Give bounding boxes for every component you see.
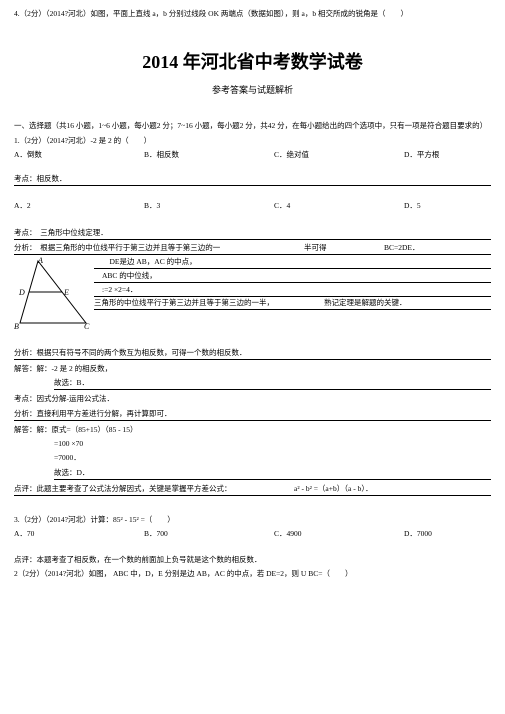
svg-text:A: A: [37, 256, 43, 265]
exam-title: 2014 年河北省中考数学试卷: [14, 49, 491, 76]
opt-b: B．700: [144, 528, 274, 539]
q1-options: A．倒数 B．相反数 C．绝对值 D．平方根: [14, 149, 491, 160]
step-3: :=2 ×2=4．: [94, 283, 491, 297]
question-1: 1.（2分）（2014?河北）-2 是 2 的（ ）: [14, 135, 491, 146]
analysis-mid: 半可得: [304, 242, 384, 253]
opt-d: D．7000: [404, 528, 484, 539]
comment-left: 点评：此题主要考查了公式法分解因式，关键是掌握平方差公式：: [14, 483, 294, 494]
question-3: 3.（2分）（2014?河北）计算：85² - 15² =（ ）: [14, 514, 491, 525]
solve-1: 解答：解：-2 是 2 的相反数，: [14, 363, 491, 374]
exam-subtitle: 参考答案与试题解析: [14, 84, 491, 98]
analysis-3: 分析：直接利用平方差进行分解，再计算即可．: [14, 408, 491, 421]
step-4-right: 熟记定理是解题的关键．: [324, 297, 407, 308]
analysis-right: BC=2DE．: [384, 242, 419, 253]
opt-a: A．70: [14, 528, 144, 539]
step-4-left: 三角形的中位线平行于第三边并且等于第三边的一半，: [94, 297, 324, 308]
choose-d: 故选：D．: [54, 467, 491, 480]
opt-d: D．5: [404, 200, 484, 211]
diagram-text: DE是边 AB，AC 的中点， ABC 的中位线， :=2 ×2=4． 三角形的…: [94, 255, 491, 331]
section-heading: 一、选择题（共16 小题，1~6 小题，每小题2 分；7~16 小题，每小题2 …: [14, 120, 491, 131]
svg-text:B: B: [14, 322, 19, 331]
analysis-left: 分析： 根据三角形的中位线平行于第三边并且等于第三边的一: [14, 242, 304, 253]
comment-row: 点评：此题主要考查了公式法分解因式，关键是掌握平方差公式： a² - b² =（…: [14, 483, 491, 496]
analysis-2: 分析：根据只有符号不同的两个数互为相反数，可得一个数的相反数．: [14, 347, 491, 360]
question-2: 2（2分）（2014?河北）如图， ABC 中，D，E 分别是边 AB，AC 的…: [14, 568, 491, 579]
analysis-row: 分析： 根据三角形的中位线平行于第三边并且等于第三边的一 半可得 BC=2DE．: [14, 242, 491, 254]
opt-a: A．倒数: [14, 149, 144, 160]
calc-1: =100 ×70: [54, 438, 491, 449]
diagram-area: A D E B C DE是边 AB，AC 的中点， ABC 的中位线， :=2 …: [14, 255, 491, 331]
opt-c: C．绝对值: [274, 149, 404, 160]
comment-2: 点评：本题考查了相反数，在一个数的前面加上负号就是这个数的相反数．: [14, 554, 491, 565]
opt-b: B．3: [144, 200, 274, 211]
q3-options: A．70 B．700 C．4900 D．7000: [14, 528, 491, 539]
step-2: ABC 的中位线，: [94, 269, 491, 283]
opt-c: C．4900: [274, 528, 404, 539]
comment-right: a² - b² =（a+b）（a - b）．: [294, 483, 373, 494]
opt-a: A．2: [14, 200, 144, 211]
choose-b: 故选：B．: [54, 377, 491, 390]
keypoint-3: 考点：因式分解-运用公式法．: [14, 393, 491, 404]
svg-text:C: C: [84, 322, 90, 331]
step-1: DE是边 AB，AC 的中点，: [94, 255, 491, 269]
opt-b: B．相反数: [144, 149, 274, 160]
calc-2: =7000．: [54, 452, 491, 463]
opt-c: C．4: [274, 200, 404, 211]
solve-2: 解答：解：原式=（85+15）（85 - 15）: [14, 424, 491, 435]
svg-text:E: E: [63, 288, 69, 297]
svg-text:D: D: [18, 288, 25, 297]
triangle-diagram: A D E B C: [14, 255, 94, 331]
keypoint-1: 考点：相反数．: [14, 173, 491, 186]
opt-d: D．平方根: [404, 149, 484, 160]
answer-options: A．2 B．3 C．4 D．5: [14, 200, 491, 211]
question-4: 4.（2分）（2014?河北）如图，平面上直线 a，b 分别过线段 OK 两端点…: [14, 8, 491, 19]
keypoint-2: 考点： 三角形中位线定理．: [14, 227, 491, 240]
